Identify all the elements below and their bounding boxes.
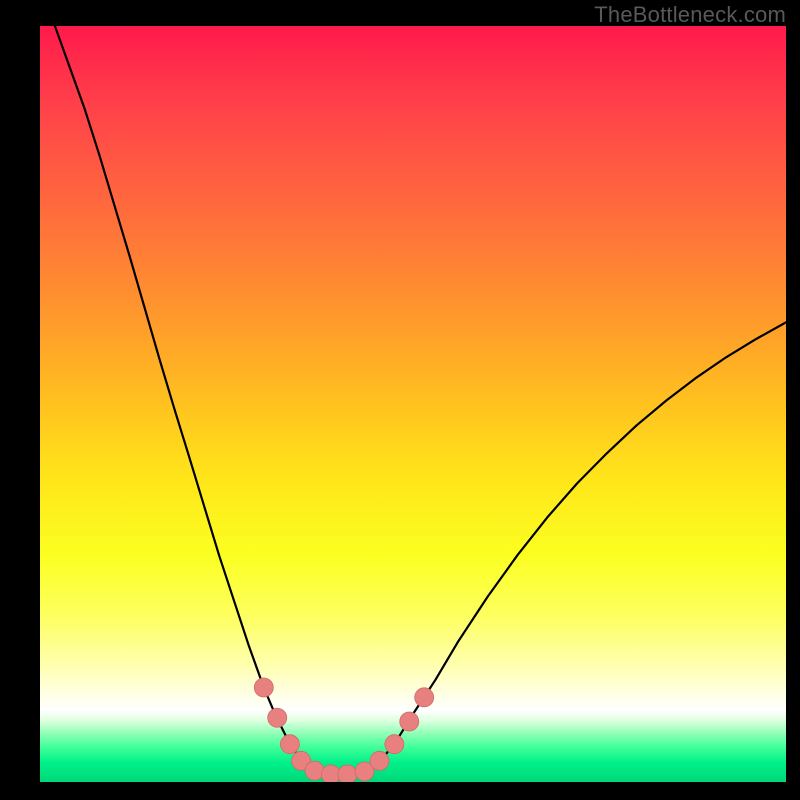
curve-marker	[305, 761, 324, 780]
curve-marker	[268, 708, 287, 727]
curve-marker	[370, 751, 389, 770]
curve-marker	[254, 678, 273, 697]
curve-marker	[385, 735, 404, 754]
figure-root: TheBottleneck.com	[0, 0, 800, 800]
gradient-background	[40, 26, 786, 782]
curve-marker	[415, 688, 434, 707]
curve-marker	[400, 712, 419, 731]
curve-marker	[338, 765, 357, 782]
curve-marker	[280, 735, 299, 754]
bottleneck-chart	[40, 26, 786, 782]
watermark-text: TheBottleneck.com	[594, 2, 786, 28]
